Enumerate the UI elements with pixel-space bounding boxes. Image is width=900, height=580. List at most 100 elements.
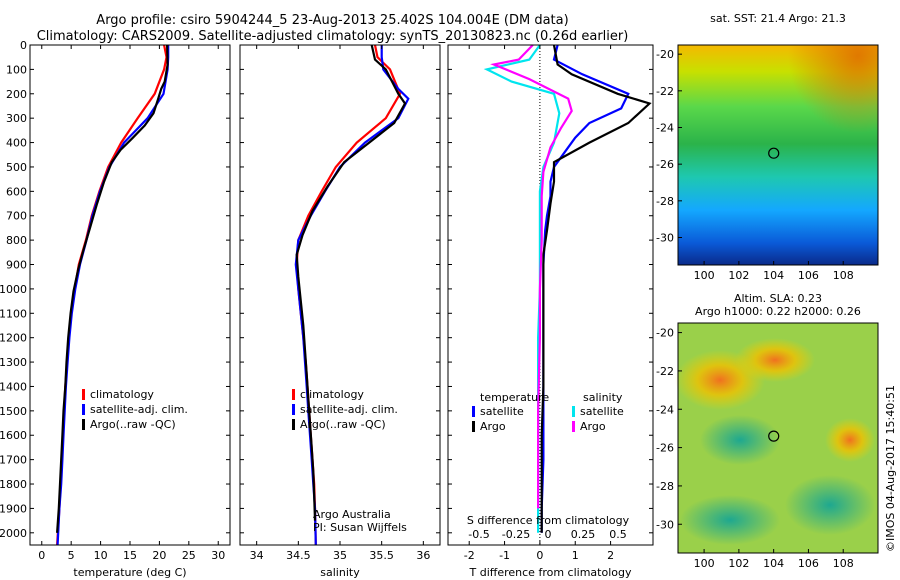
sla-map-title: Altim. SLA: 0.23: [734, 292, 822, 305]
y-tick-label: 900: [6, 259, 27, 272]
y-tick-label: 800: [6, 234, 27, 247]
map-x-tick-label: 104: [763, 269, 784, 282]
series-line-salinity-satellite: [483, 44, 561, 533]
legend-label: climatology: [90, 388, 154, 401]
x-axis-label: T difference from climatology: [469, 566, 632, 579]
legend-title: salinity: [583, 391, 623, 404]
annotation-line: PI: Susan Wijffels: [313, 521, 407, 534]
map-x-tick-label: 106: [798, 557, 819, 570]
x-tick-label: 0: [38, 549, 45, 562]
legend-label: climatology: [300, 388, 364, 401]
sla-high-patch: [825, 418, 875, 462]
top-axis-tick-label: 0.5: [609, 528, 627, 541]
y-tick-label: 2000: [0, 527, 27, 540]
sla-high-patch: [735, 338, 815, 382]
legend-label: satellite-adj. clim.: [90, 403, 188, 416]
map-y-tick-label: -30: [656, 232, 674, 245]
top-axis-label: S difference from climatology: [467, 514, 630, 527]
top-axis-tick-label: -0.25: [502, 528, 530, 541]
y-tick-label: 1100: [0, 307, 27, 320]
legend-label: Argo(..raw -QC): [300, 418, 386, 431]
sst-map: [677, 44, 879, 266]
map-y-tick-label: -24: [656, 403, 674, 416]
map-y-tick-label: -24: [656, 122, 674, 135]
map-x-tick-label: 102: [728, 557, 749, 570]
x-tick-label: 2: [607, 549, 614, 562]
map-y-tick-label: -22: [656, 365, 674, 378]
y-tick-label: 1700: [0, 454, 27, 467]
series-line-argo-raw-qc-: [56, 44, 169, 533]
figure-title-line1: Argo profile: csiro 5904244_5 23-Aug-201…: [96, 13, 569, 28]
top-axis-tick-label: 0.25: [571, 528, 596, 541]
sst-map-title: sat. SST: 21.4 Argo: 21.3: [710, 12, 846, 25]
footer-stamp: ©IMOS 04-Aug-2017 15:40:51: [884, 385, 897, 552]
y-tick-label: 1000: [0, 283, 27, 296]
map-x-tick-label: 108: [833, 557, 854, 570]
sla-map-subtitle: Argo h1000: 0.22 h2000: 0.26: [695, 305, 861, 318]
argo-position-marker: [768, 147, 780, 159]
map-y-tick-label: -20: [656, 327, 674, 340]
y-tick-label: 100: [6, 63, 27, 76]
x-tick-label: 15: [123, 549, 137, 562]
x-tick-label: 34: [250, 549, 264, 562]
y-tick-label: 600: [6, 185, 27, 198]
profile-panel-3: -2 -1 0 1 2 T difference from climatology S di…: [447, 44, 654, 579]
profile-panel-1: 0100200300400500600700800900100011001200…: [0, 39, 231, 579]
map-axes-3: 100 102 104 106 108 -20 -22 -24 -26 -28 -30: [656, 48, 854, 282]
legend-swatch: [572, 406, 575, 417]
map-y-tick-label: -28: [656, 195, 674, 208]
sla-map-frame: [677, 322, 879, 554]
legend-label: satellite: [480, 405, 524, 418]
x-tick-label: 30: [211, 549, 225, 562]
map-x-tick-label: 108: [833, 269, 854, 282]
legend-label: satellite-adj. clim.: [300, 403, 398, 416]
legend-label: Argo(..raw -QC): [90, 418, 176, 431]
y-tick-label: 300: [6, 112, 27, 125]
y-tick-label: 1300: [0, 356, 27, 369]
legend-swatch: [572, 421, 575, 432]
y-tick-label: 0: [20, 39, 27, 52]
x-axis-label: salinity: [320, 566, 360, 579]
legend-label: Argo: [580, 420, 606, 433]
profile-panel-2: 34 34.5 35 35.5 36 salinity climatology satelli…: [239, 44, 441, 579]
series-line-satellite-adj-clim-: [56, 45, 170, 546]
map-y-tick-label: -20: [656, 48, 674, 61]
annotation-line: Argo Australia: [313, 508, 391, 521]
top-axis-tick-label: -0.5: [468, 528, 489, 541]
map-x-tick-label: 104: [763, 557, 784, 570]
plot-frame: [447, 44, 654, 546]
map-x-tick-label: 106: [798, 269, 819, 282]
x-tick-label: -2: [464, 549, 475, 562]
x-tick-label: 10: [94, 549, 108, 562]
map-x-tick-label: 100: [694, 557, 715, 570]
y-tick-label: 500: [6, 161, 27, 174]
x-tick-label: 5: [68, 549, 75, 562]
sla-low-patch: [700, 415, 780, 465]
legend-swatch: [292, 419, 295, 430]
x-tick-label: 35: [333, 549, 347, 562]
top-axis-tick-label: 0: [545, 528, 552, 541]
sst-map-frame: [677, 44, 879, 266]
map-x-tick-label: 102: [728, 269, 749, 282]
sla-low-patch: [785, 475, 875, 535]
map-x-tick-label: 100: [694, 269, 715, 282]
argo-position-marker: [768, 430, 780, 442]
y-tick-label: 1200: [0, 332, 27, 345]
legend-swatch: [292, 404, 295, 415]
y-tick-label: 1500: [0, 405, 27, 418]
legend-title: temperature: [480, 391, 549, 404]
x-tick-label: -1: [499, 549, 510, 562]
figure-title-line2: Climatology: CARS2009. Satellite-adjuste…: [36, 29, 629, 44]
x-axis-label: temperature (deg C): [73, 566, 186, 579]
y-tick-label: 400: [6, 137, 27, 150]
map-y-tick-label: -22: [656, 85, 674, 98]
x-tick-label: 34.5: [286, 549, 311, 562]
x-tick-label: 1: [572, 549, 579, 562]
legend-label: Argo: [480, 420, 506, 433]
legend-swatch: [82, 389, 85, 400]
x-tick-label: 36: [416, 549, 430, 562]
series-line-temperature-satellite: [540, 44, 630, 533]
y-tick-label: 200: [6, 88, 27, 101]
y-tick-label: 1900: [0, 502, 27, 515]
